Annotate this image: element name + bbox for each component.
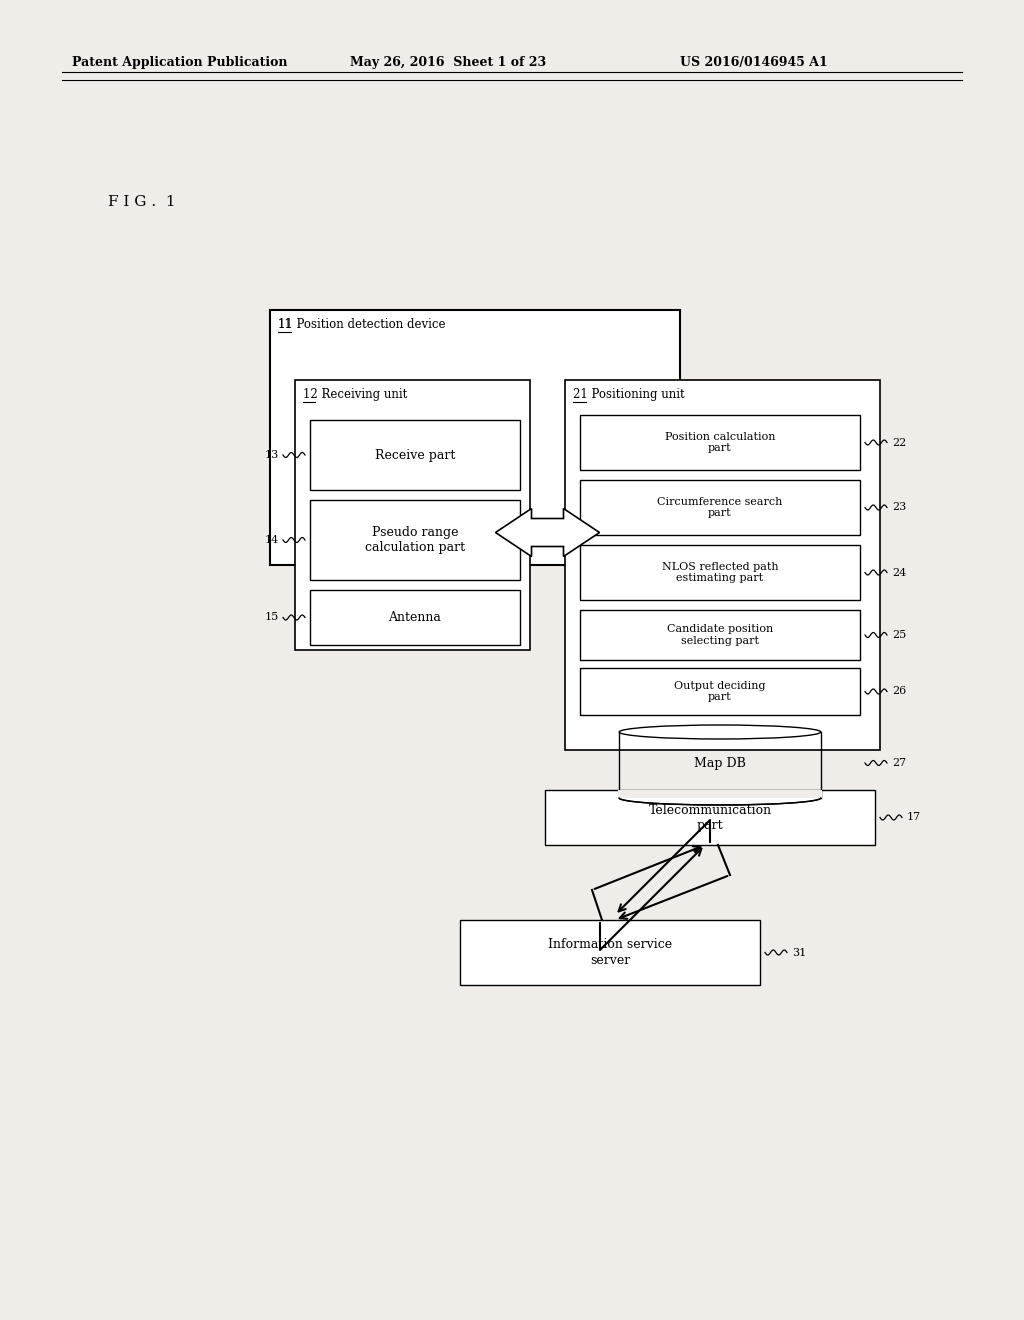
Text: F I G .  1: F I G . 1 xyxy=(108,195,176,209)
Text: Antenna: Antenna xyxy=(388,611,441,624)
Bar xyxy=(295,380,530,649)
Text: Telecommunication
part: Telecommunication part xyxy=(648,804,771,832)
Bar xyxy=(460,920,760,985)
Text: 22: 22 xyxy=(892,437,906,447)
Bar xyxy=(580,414,860,470)
Text: 11: 11 xyxy=(278,318,293,331)
Text: 17: 17 xyxy=(907,813,922,822)
Text: Receive part: Receive part xyxy=(375,449,456,462)
Text: 15: 15 xyxy=(265,612,279,623)
Bar xyxy=(580,480,860,535)
Text: Pseudo range
calculation part: Pseudo range calculation part xyxy=(365,525,465,554)
Text: 26: 26 xyxy=(892,686,906,697)
Bar xyxy=(580,610,860,660)
Text: 14: 14 xyxy=(265,535,279,545)
Bar xyxy=(310,420,520,490)
Text: 31: 31 xyxy=(792,948,806,957)
Bar xyxy=(618,789,822,799)
Text: 13: 13 xyxy=(265,450,279,459)
Text: 24: 24 xyxy=(892,568,906,578)
Bar xyxy=(310,500,520,579)
Bar xyxy=(545,789,874,845)
Text: 21 Positioning unit: 21 Positioning unit xyxy=(573,388,685,401)
Text: Information service
server: Information service server xyxy=(548,939,672,966)
Text: Candidate position
selecting part: Candidate position selecting part xyxy=(667,624,773,645)
Text: 11 Position detection device: 11 Position detection device xyxy=(278,318,445,331)
Text: Map DB: Map DB xyxy=(694,756,745,770)
Ellipse shape xyxy=(620,725,821,739)
Text: Position calculation
part: Position calculation part xyxy=(665,432,775,453)
Text: 25: 25 xyxy=(892,630,906,640)
Text: Circumference search
part: Circumference search part xyxy=(657,496,782,519)
Bar xyxy=(580,668,860,715)
Text: 23: 23 xyxy=(892,503,906,512)
Bar xyxy=(580,545,860,601)
Text: Output deciding
part: Output deciding part xyxy=(674,681,766,702)
Text: US 2016/0146945 A1: US 2016/0146945 A1 xyxy=(680,55,827,69)
Ellipse shape xyxy=(620,791,821,805)
Text: NLOS reflected path
estimating part: NLOS reflected path estimating part xyxy=(662,562,778,583)
Text: May 26, 2016  Sheet 1 of 23: May 26, 2016 Sheet 1 of 23 xyxy=(350,55,546,69)
Text: 12 Receiving unit: 12 Receiving unit xyxy=(303,388,408,401)
Bar xyxy=(270,310,680,565)
Bar xyxy=(565,380,880,750)
Polygon shape xyxy=(496,508,599,557)
Text: 27: 27 xyxy=(892,758,906,768)
Text: Patent Application Publication: Patent Application Publication xyxy=(72,55,288,69)
Bar xyxy=(310,590,520,645)
